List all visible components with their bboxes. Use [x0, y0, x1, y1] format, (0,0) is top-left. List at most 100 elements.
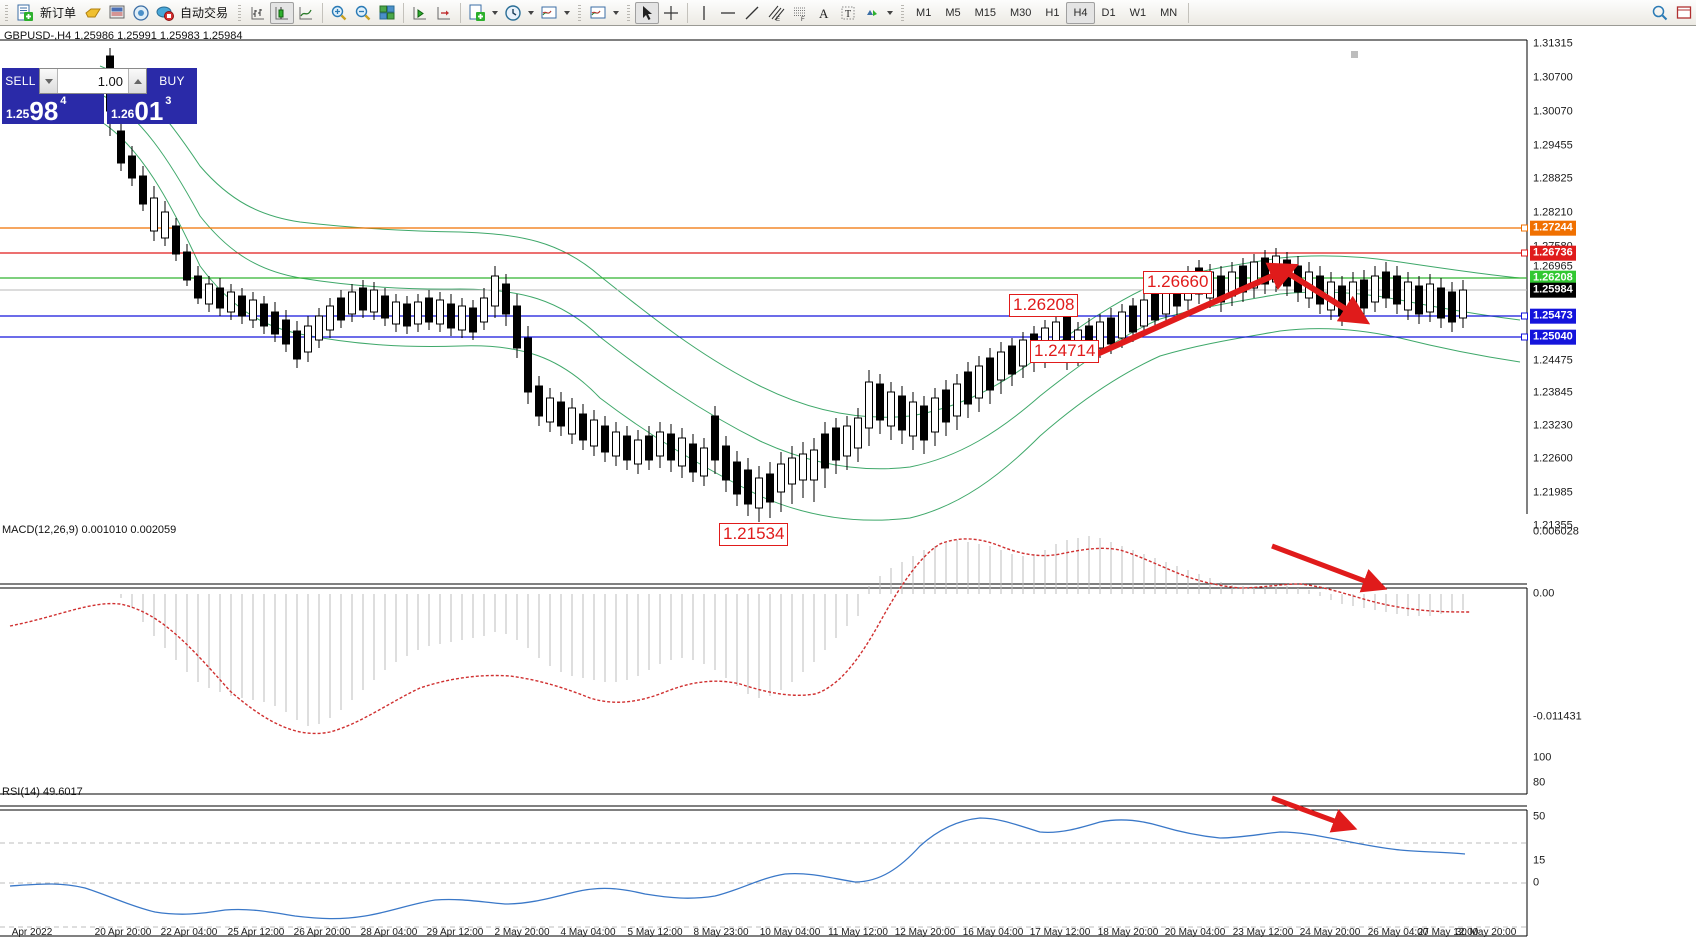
text-label-icon[interactable]: T	[836, 2, 860, 24]
time-tick: 12 May 20:00	[894, 927, 956, 938]
indicators-dropdown-caret[interactable]	[613, 10, 620, 15]
fullscreen-icon[interactable]	[1672, 2, 1696, 24]
new-chart-icon[interactable]	[465, 2, 489, 24]
toolbar-grip-3[interactable]	[576, 2, 584, 23]
level-handle-orange[interactable]	[1521, 224, 1528, 232]
equidistant-channel-icon[interactable]: E	[764, 2, 788, 24]
buy-price-point: 3	[165, 95, 172, 107]
buy-price-display[interactable]: 1.26 01 3	[107, 94, 197, 124]
auto-scroll-icon[interactable]	[432, 2, 456, 24]
toolbar-grip-4[interactable]	[625, 2, 633, 23]
price-label-blue-1[interactable]: 1.25473	[1530, 308, 1576, 324]
templates-dropdown-caret[interactable]	[564, 10, 571, 15]
volume-input[interactable]: 1.00	[97, 73, 123, 89]
toolbar-grip-2[interactable]	[236, 2, 244, 23]
time-tick: Apr 2022	[11, 927, 53, 938]
buy-button[interactable]: BUY	[147, 68, 197, 94]
price-label-orange[interactable]: 1.27244	[1530, 220, 1576, 236]
one-click-trading-panel[interactable]: SELL 1.00 BUY 1.25 98	[2, 68, 197, 124]
annotation-tag-3[interactable]: 1.24714	[1030, 340, 1100, 363]
indicators-icon[interactable]	[586, 2, 610, 24]
chart-area[interactable]: GBPUSD-,H4 1.25986 1.25991 1.25983 1.259…	[0, 26, 1696, 941]
annotation-tag-2[interactable]: 1.26660	[1143, 271, 1213, 294]
vertical-line-icon[interactable]	[692, 2, 716, 24]
toolbar-grip[interactable]	[3, 2, 10, 23]
time-axis[interactable]: Apr 2022 20 Apr 20:00 22 Apr 04:00 25 Ap…	[0, 926, 1527, 941]
price-label-red[interactable]: 1.26736	[1530, 245, 1576, 261]
autotrading-icon[interactable]	[153, 2, 177, 24]
text-icon[interactable]: A	[812, 2, 836, 24]
time-tick: 29 Apr 12:00	[426, 927, 484, 938]
time-tick: 4 May 04:00	[560, 927, 616, 938]
price-label-last[interactable]: 1.25984	[1530, 282, 1576, 298]
zoom-out-icon[interactable]	[351, 2, 375, 24]
volume-increase-button[interactable]	[128, 69, 146, 93]
arrows-dropdown-caret[interactable]	[887, 10, 894, 15]
price-label-blue-2[interactable]: 1.25040	[1530, 329, 1576, 345]
time-tick: 27 May 12:00	[1417, 927, 1479, 938]
shift-chart-icon[interactable]	[408, 2, 432, 24]
horizontal-line-icon[interactable]	[716, 2, 740, 24]
time-tick: 17 May 12:00	[1029, 927, 1091, 938]
buy-price-main: 01	[134, 96, 164, 124]
arrows-icon[interactable]	[860, 2, 884, 24]
svg-text:A: A	[819, 6, 829, 21]
level-handle-red[interactable]	[1521, 249, 1528, 257]
volume-stepper[interactable]: 1.00	[39, 68, 147, 94]
new-order-icon-button[interactable]	[13, 2, 37, 24]
timeframe-M5[interactable]: M5	[938, 2, 967, 24]
time-tick: 30 May 20:00	[1455, 927, 1517, 938]
period-dropdown-caret[interactable]	[528, 10, 535, 15]
new-chart-dropdown-caret[interactable]	[492, 10, 499, 15]
toolbar-grip-5[interactable]	[899, 2, 907, 23]
price-label-green[interactable]: 1.26208	[1530, 270, 1576, 286]
trendline-icon[interactable]	[740, 2, 764, 24]
toolbar-separator-2	[403, 2, 405, 23]
timeframe-H1[interactable]: H1	[1038, 2, 1066, 24]
svg-text:F: F	[801, 17, 805, 22]
toolbar-separator-4	[687, 2, 689, 23]
period-clock-icon[interactable]	[501, 2, 525, 24]
timeframe-D1[interactable]: D1	[1095, 2, 1123, 24]
tf-label: H4	[1073, 6, 1088, 19]
time-tick: 24 May 20:00	[1299, 927, 1361, 938]
sell-label: SELL	[5, 74, 36, 88]
templates-icon[interactable]	[537, 2, 561, 24]
candlesticks	[106, 48, 1467, 522]
gold-diamond-icon[interactable]	[81, 2, 105, 24]
timeframe-M15[interactable]: M15	[968, 2, 1003, 24]
line-chart-icon[interactable]	[294, 2, 318, 24]
time-tick: 28 Apr 04:00	[360, 927, 418, 938]
buy-label: BUY	[159, 74, 185, 88]
navigator-icon[interactable]	[129, 2, 153, 24]
tile-windows-icon[interactable]	[375, 2, 399, 24]
search-icon[interactable]	[1648, 2, 1672, 24]
market-watch-icon[interactable]	[105, 2, 129, 24]
timeframe-H4[interactable]: H4	[1066, 1, 1095, 24]
timeframe-M1[interactable]: M1	[909, 2, 938, 24]
annotation-tag-4[interactable]: 1.21534	[719, 523, 789, 546]
tf-label: M15	[974, 6, 996, 19]
bar-chart-icon[interactable]	[246, 2, 270, 24]
annotation-tag-1[interactable]: 1.26208	[1009, 294, 1079, 317]
fibonacci-icon[interactable]: F	[788, 2, 812, 24]
price-tick: 1.30070	[1533, 105, 1573, 118]
time-tick: 5 May 12:00	[627, 927, 683, 938]
main-toolbar: 新订单 自动	[0, 0, 1696, 26]
sell-button[interactable]: SELL	[2, 68, 39, 94]
timeframe-MN[interactable]: MN	[1153, 2, 1184, 24]
timeframe-M30[interactable]: M30	[1003, 2, 1038, 24]
zoom-in-icon[interactable]	[327, 2, 351, 24]
volume-decrease-button[interactable]	[40, 69, 58, 93]
level-handle-blue-1[interactable]	[1521, 312, 1528, 320]
timeframe-W1[interactable]: W1	[1123, 2, 1154, 24]
candlestick-chart-icon[interactable]	[270, 1, 295, 24]
level-handle-blue-2[interactable]	[1521, 333, 1528, 341]
sell-price-display[interactable]: 1.25 98 4	[2, 94, 104, 124]
autotrading-button[interactable]: 自动交易	[177, 2, 233, 24]
price-tick: 1.30700	[1533, 71, 1573, 84]
cursor-icon[interactable]	[635, 1, 660, 24]
new-order-button[interactable]: 新订单	[37, 2, 81, 24]
price-tick: 1.22600	[1533, 452, 1573, 465]
crosshair-icon[interactable]	[659, 2, 683, 24]
